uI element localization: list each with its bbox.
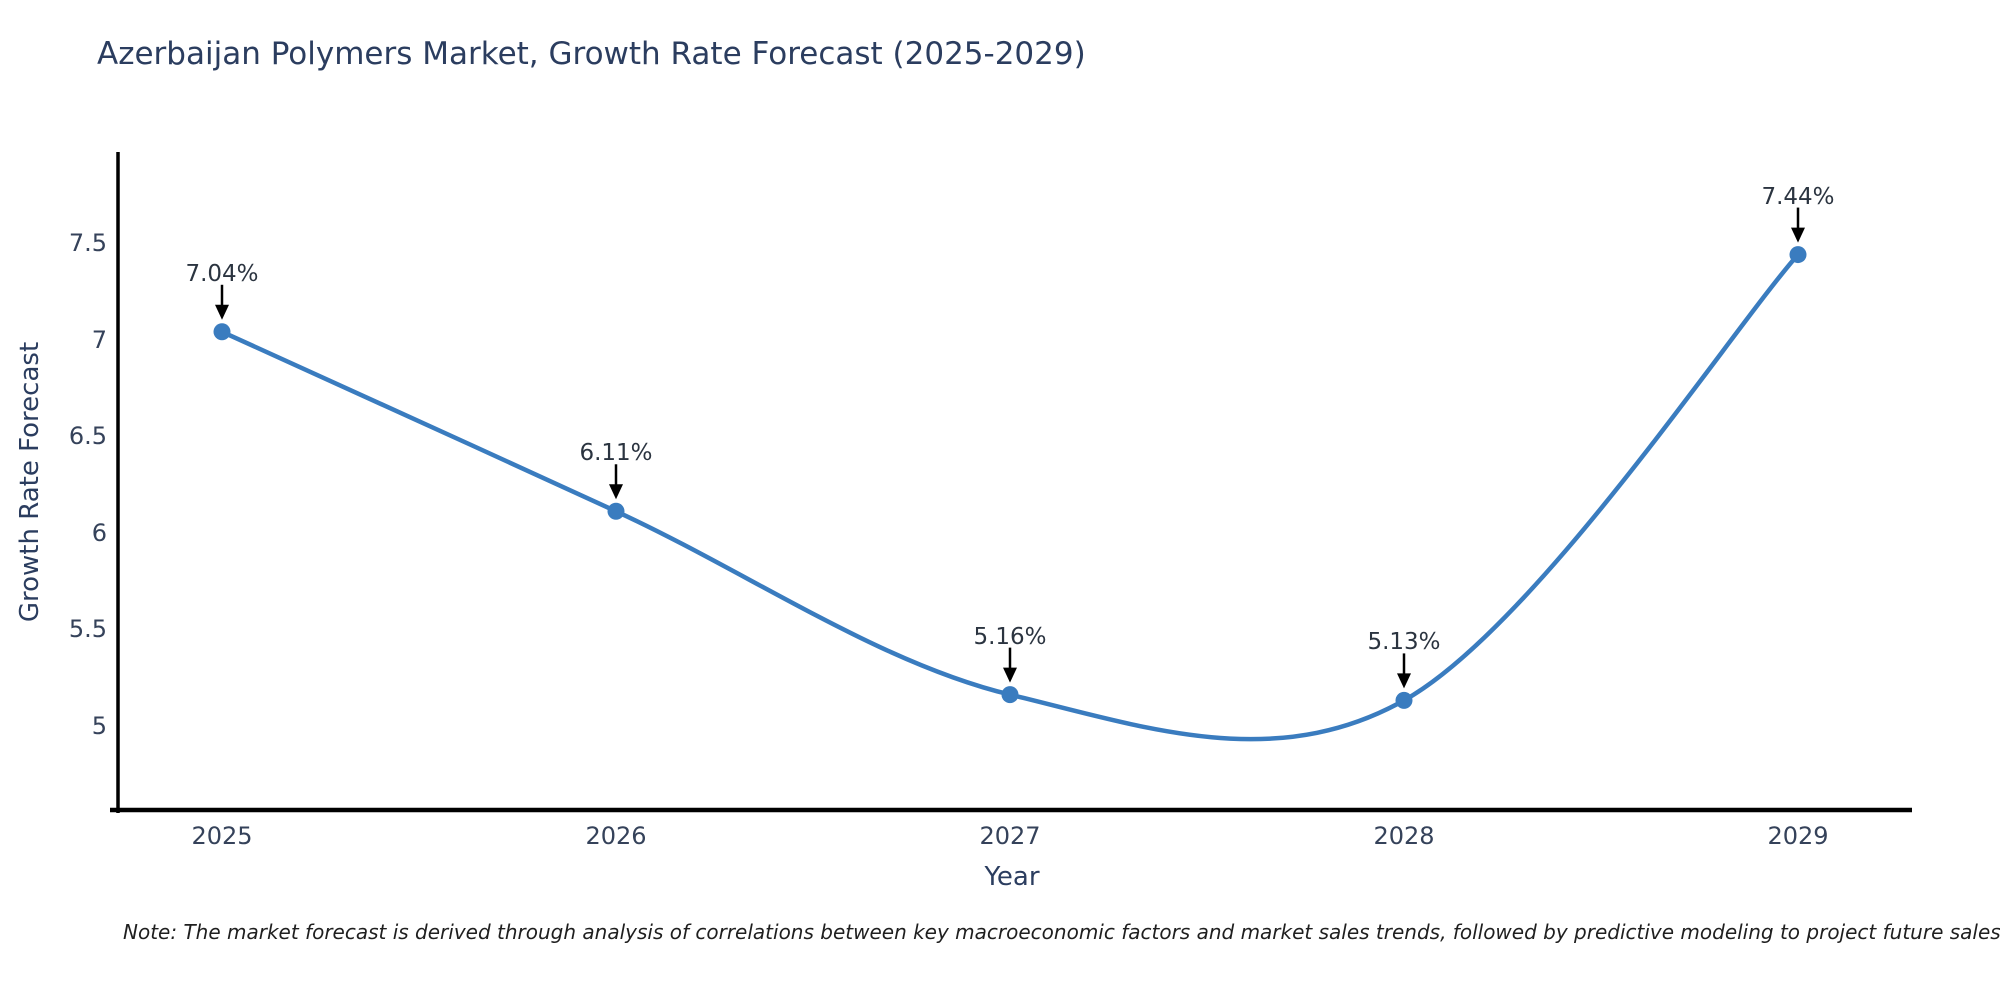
x-tick-label: 2028 (1373, 822, 1435, 850)
y-tick-label: 7 (91, 325, 107, 354)
chart-title: Azerbaijan Polymers Market, Growth Rate … (97, 36, 1086, 72)
x-tick-label: 2029 (1767, 822, 1829, 850)
data-point-marker (1789, 246, 1807, 264)
data-point-marker (607, 502, 625, 520)
annotation-arrowhead-icon (215, 304, 229, 320)
annotation-arrowhead-icon (1003, 667, 1017, 683)
x-tick-label: 2025 (191, 822, 253, 850)
data-point-value-label: 6.11% (579, 440, 653, 467)
data-point-value-label: 7.04% (185, 260, 259, 287)
data-point-marker (213, 323, 231, 341)
annotation-arrowhead-icon (1791, 227, 1805, 243)
y-tick-label: 6 (91, 518, 107, 547)
x-tick-label: 2026 (585, 822, 647, 850)
annotation-arrowhead-icon (1397, 673, 1411, 689)
data-point-marker (1001, 686, 1019, 704)
data-point-value-label: 7.44% (1761, 183, 1835, 210)
x-tick-label: 2027 (979, 822, 1041, 850)
y-tick-label: 6.5 (68, 422, 107, 450)
data-point-value-label: 5.16% (973, 623, 1047, 650)
y-tick-label: 5.5 (68, 615, 107, 643)
data-point-marker (1395, 691, 1413, 709)
footnote: Note: The market forecast is derived thr… (123, 920, 2000, 944)
y-tick-label: 5 (91, 711, 107, 740)
forecast-line (219, 252, 1801, 742)
data-point-value-label: 5.13% (1367, 629, 1441, 656)
annotation-arrowhead-icon (609, 484, 623, 500)
x-axis-title: Year (984, 862, 1040, 892)
y-tick-label: 7.5 (68, 229, 107, 257)
